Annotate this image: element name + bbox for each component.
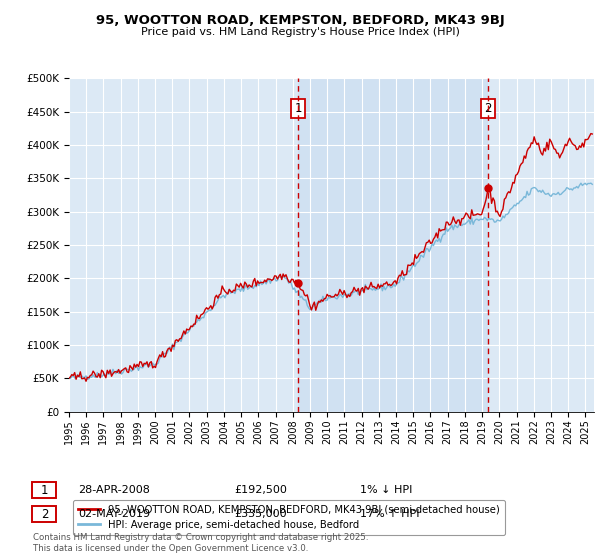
Text: 17% ↑ HPI: 17% ↑ HPI: [360, 509, 419, 519]
Text: 02-MAY-2019: 02-MAY-2019: [78, 509, 150, 519]
Text: Contains HM Land Registry data © Crown copyright and database right 2025.
This d: Contains HM Land Registry data © Crown c…: [33, 533, 368, 553]
Text: 28-APR-2008: 28-APR-2008: [78, 485, 150, 495]
Text: 2: 2: [41, 507, 48, 521]
Text: £335,000: £335,000: [234, 509, 287, 519]
Text: 1: 1: [41, 483, 48, 497]
Bar: [298, 78, 488, 412]
Legend: 95, WOOTTON ROAD, KEMPSTON, BEDFORD, MK43 9BJ (semi-detached house), HPI: Averag: 95, WOOTTON ROAD, KEMPSTON, BEDFORD, MK4…: [73, 500, 505, 535]
Text: Price paid vs. HM Land Registry's House Price Index (HPI): Price paid vs. HM Land Registry's House …: [140, 27, 460, 37]
Text: 2: 2: [484, 102, 491, 115]
Text: 1: 1: [295, 102, 302, 115]
Text: 1% ↓ HPI: 1% ↓ HPI: [360, 485, 412, 495]
Text: £192,500: £192,500: [234, 485, 287, 495]
Text: 95, WOOTTON ROAD, KEMPSTON, BEDFORD, MK43 9BJ: 95, WOOTTON ROAD, KEMPSTON, BEDFORD, MK4…: [95, 14, 505, 27]
